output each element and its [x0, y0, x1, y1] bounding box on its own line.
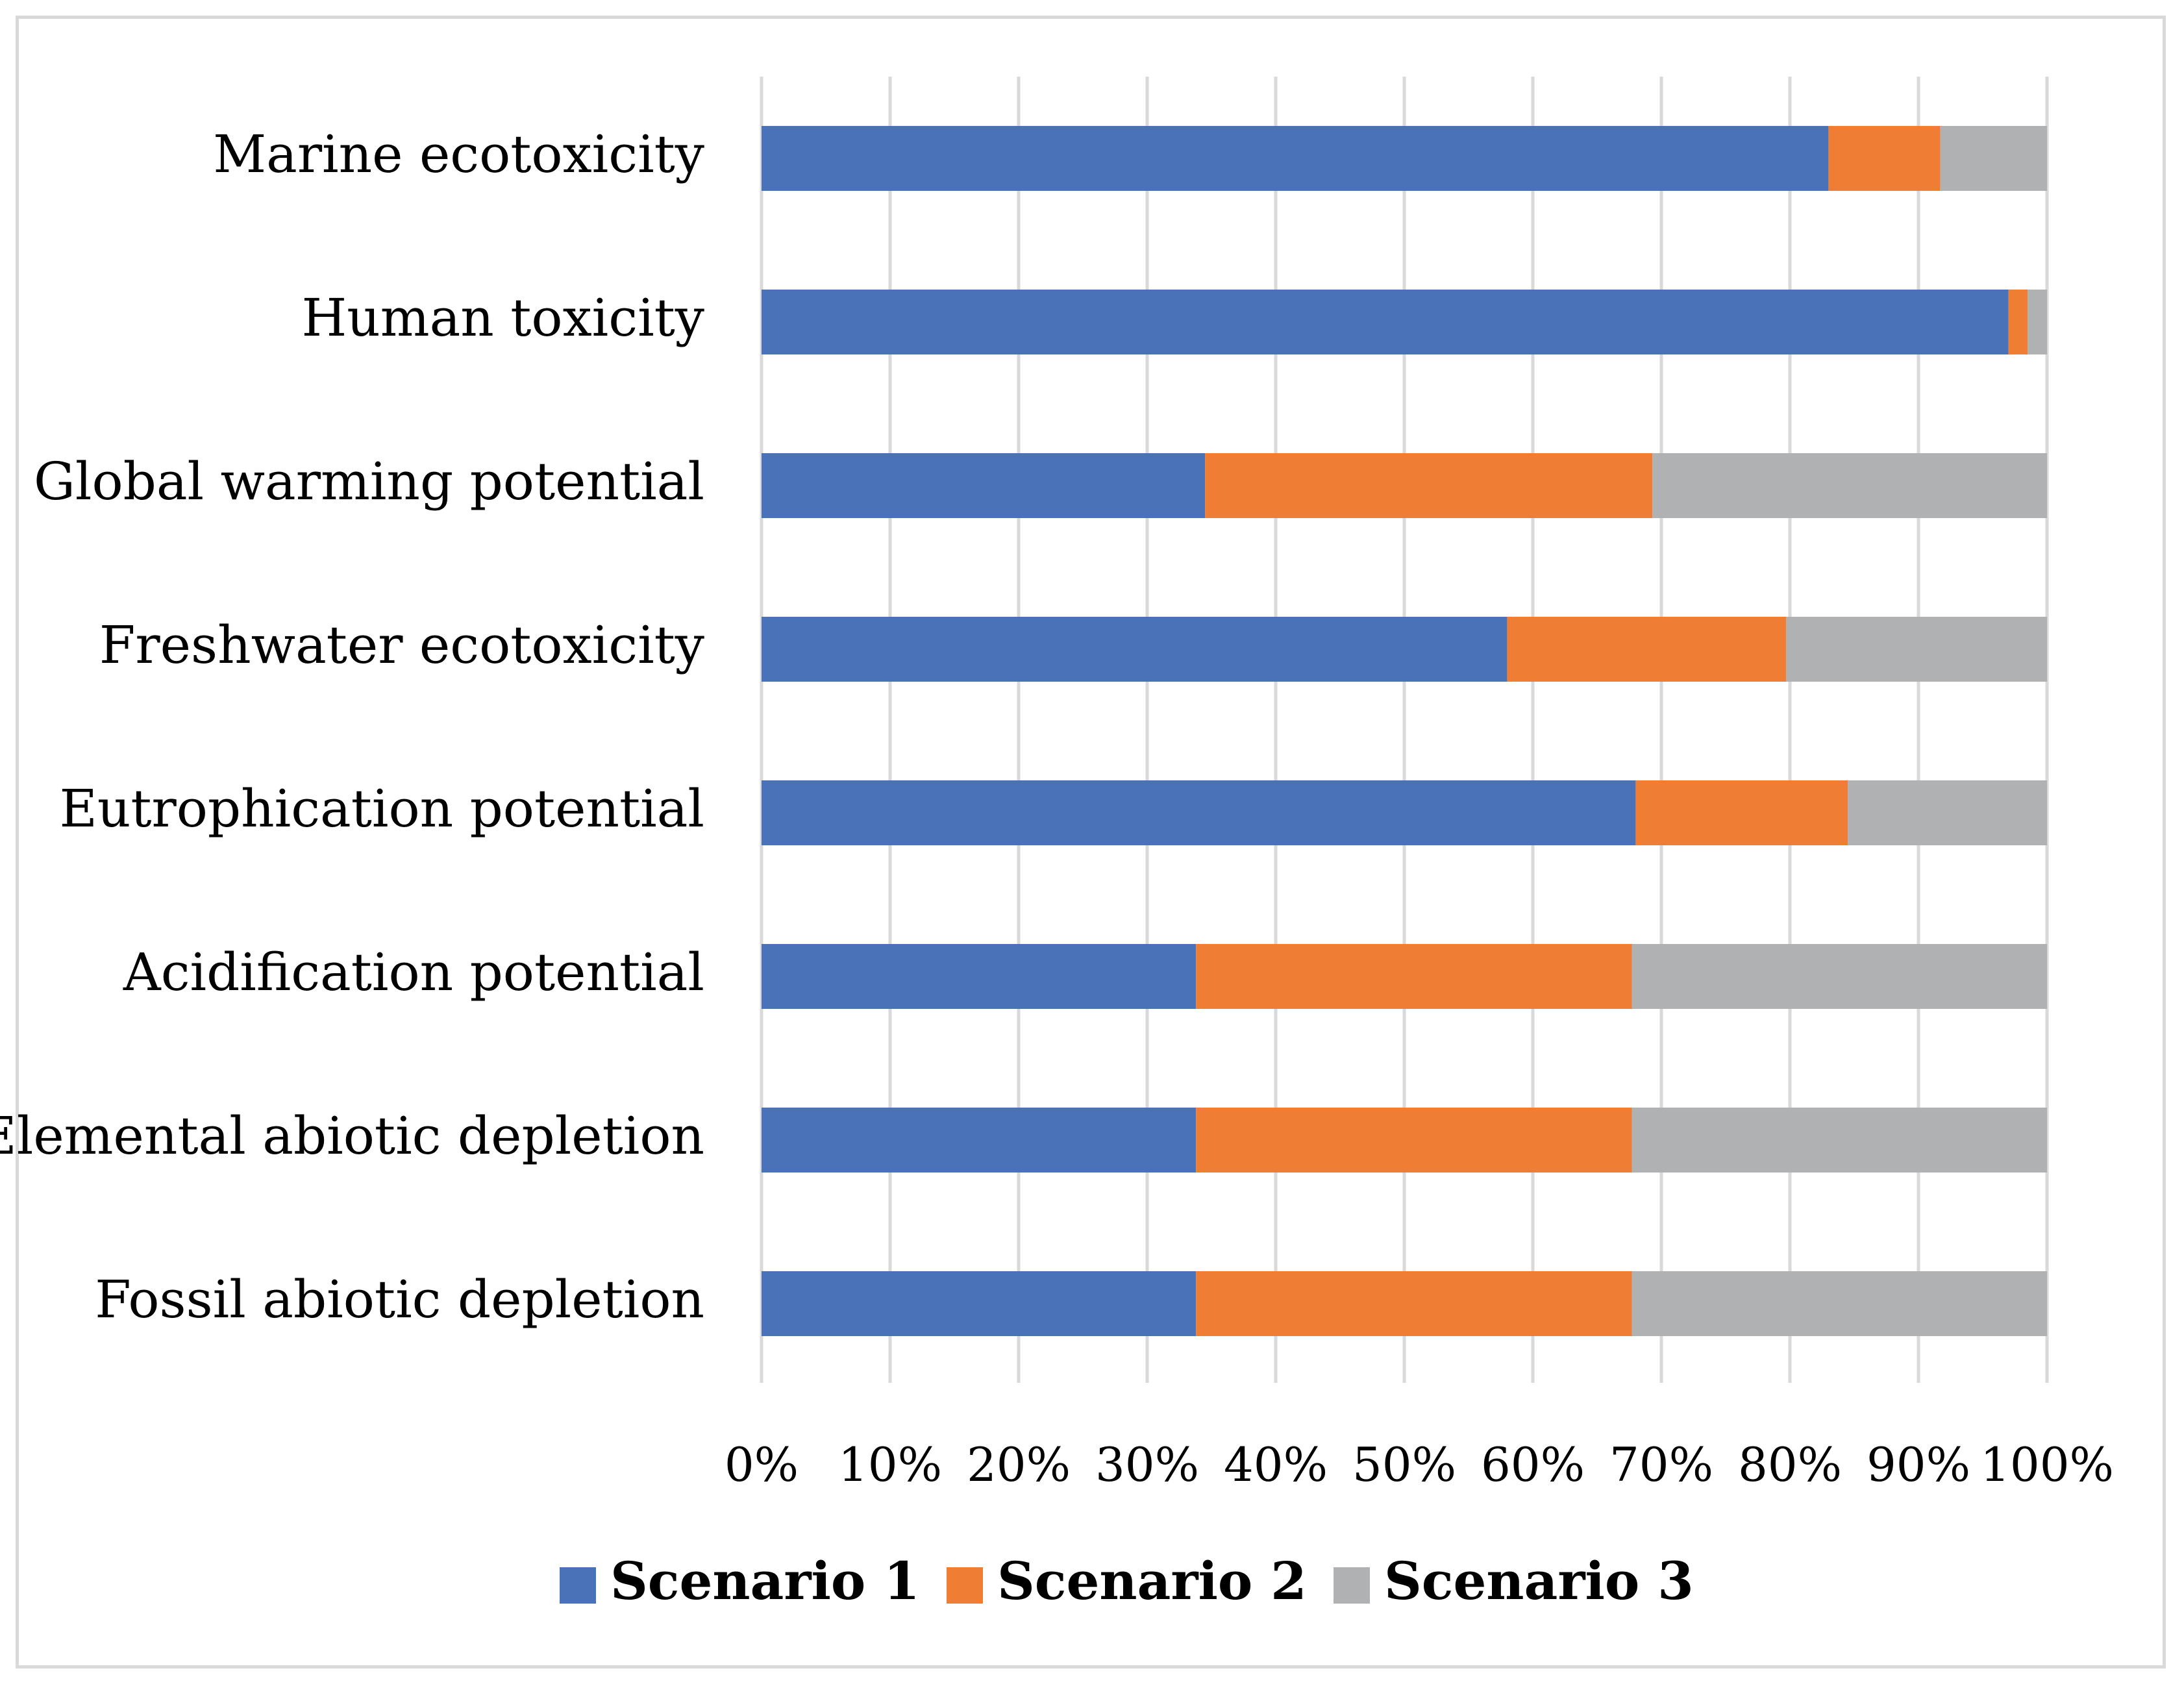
- legend-label-scenario-1: Scenario 1: [610, 1550, 920, 1611]
- bar-segment-scenario-3: [1940, 126, 2047, 191]
- category-label: Elemental abiotic depletion: [0, 1106, 704, 1166]
- bar-segment-scenario-3: [2028, 290, 2047, 354]
- legend-label-scenario-2: Scenario 2: [997, 1550, 1307, 1611]
- bar-segment-scenario-1: [762, 1108, 1197, 1173]
- legend-label-scenario-3: Scenario 3: [1384, 1550, 1694, 1611]
- category-label: Acidification potential: [123, 942, 704, 1002]
- bar-segment-scenario-2: [1196, 944, 1632, 1009]
- x-tick-label: 50%: [1352, 1437, 1456, 1492]
- bar-segment-scenario-1: [762, 126, 1829, 191]
- bar-segment-scenario-3: [1786, 617, 2047, 682]
- bar-segment-scenario-1: [762, 780, 1636, 845]
- bar-segment-scenario-2: [1828, 126, 1941, 191]
- x-tick-label: 60%: [1481, 1437, 1585, 1492]
- bar-segment-scenario-1: [762, 617, 1508, 682]
- category-label: Marine ecotoxicity: [213, 124, 704, 184]
- bar-segment-scenario-1: [762, 453, 1206, 518]
- bar-segment-scenario-3: [1632, 1108, 2047, 1173]
- x-tick-label: 80%: [1738, 1437, 1842, 1492]
- bar-segment-scenario-2: [1205, 453, 1653, 518]
- x-tick-label: 100%: [1980, 1437, 2114, 1492]
- bar-segment-scenario-3: [1632, 944, 2047, 1009]
- legend-swatch-scenario-2: [947, 1567, 983, 1604]
- category-label: Global warming potential: [34, 451, 704, 512]
- x-tick-label: 30%: [1095, 1437, 1199, 1492]
- bar-segment-scenario-2: [1196, 1271, 1632, 1336]
- legend-swatch-scenario-1: [560, 1567, 596, 1604]
- x-tick-label: 0%: [725, 1437, 799, 1492]
- bar-segment-scenario-2: [1635, 780, 1848, 845]
- bar-segment-scenario-3: [1848, 780, 2047, 845]
- x-tick-label: 10%: [838, 1437, 942, 1492]
- bar-segment-scenario-1: [762, 290, 2009, 354]
- category-label: Human toxicity: [301, 288, 704, 348]
- category-label: Fossil abiotic depletion: [95, 1269, 704, 1330]
- bar-segment-scenario-2: [2008, 290, 2028, 354]
- x-tick-label: 90%: [1867, 1437, 1970, 1492]
- bar-segment-scenario-3: [1632, 1271, 2047, 1336]
- bar-segment-scenario-1: [762, 1271, 1197, 1336]
- category-label: Eutrophication potential: [59, 778, 704, 839]
- category-label: Freshwater ecotoxicity: [99, 615, 704, 675]
- legend-swatch-scenario-3: [1334, 1567, 1370, 1604]
- bar-segment-scenario-2: [1507, 617, 1787, 682]
- x-tick-label: 40%: [1224, 1437, 1328, 1492]
- bar-segment-scenario-3: [1652, 453, 2047, 518]
- bar-segment-scenario-1: [762, 944, 1197, 1009]
- x-tick-label: 20%: [967, 1437, 1071, 1492]
- bar-segment-scenario-2: [1196, 1108, 1632, 1173]
- x-tick-label: 70%: [1609, 1437, 1713, 1492]
